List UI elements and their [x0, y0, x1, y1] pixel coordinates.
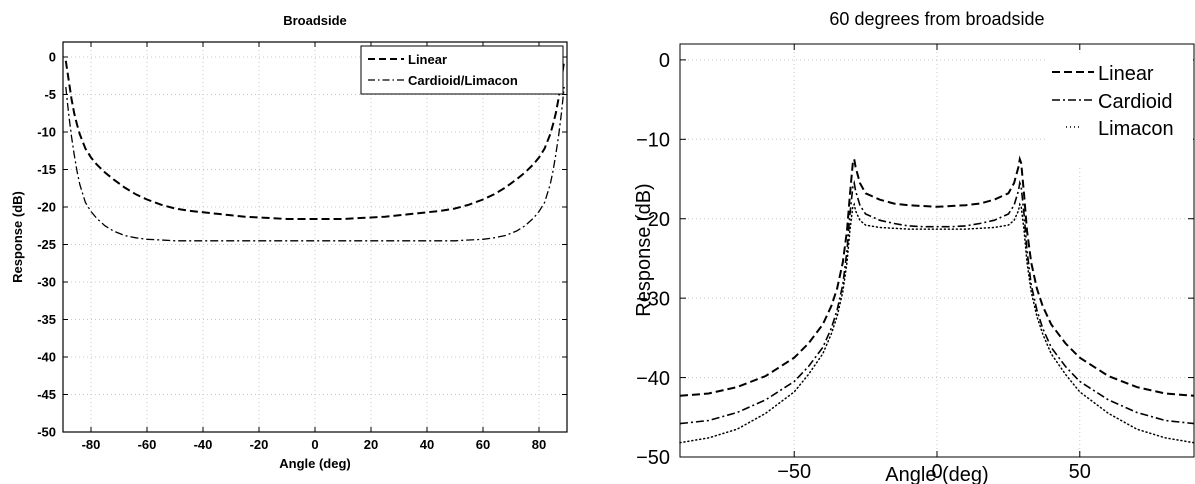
series-group-60-degrees — [679, 155, 1195, 444]
legend-box-broadside — [360, 45, 564, 95]
legend-label-limacon-60: Limacon — [1098, 118, 1174, 140]
x-tick-label: -40 — [194, 437, 213, 452]
x-tick-label: 50 — [1069, 461, 1091, 483]
x-axis-label-60-degrees: Angle (deg) — [885, 464, 988, 484]
y-tick-label: -25 — [37, 237, 56, 252]
legend-60-degrees: Linear Cardioid Limacon — [1047, 56, 1193, 168]
chart-title-60-degrees: 60 degrees from broadside — [829, 9, 1044, 29]
series-line-cardioid — [679, 179, 1195, 425]
y-tick-label: −50 — [636, 447, 670, 469]
chart-title-broadside: Broadside — [283, 13, 347, 28]
ticks-60-degrees: −50 0 50 0 −10 −20 −30 −40 −50 — [636, 44, 1194, 483]
y-axis-label-60-degrees: Response (dB) — [633, 183, 655, 316]
x-axis-label-broadside: Angle (deg) — [279, 456, 351, 471]
y-tick-label: -30 — [37, 275, 56, 290]
chart-60-degrees: −50 0 50 0 −10 −20 −30 −40 −50 Linear Cardioid L… — [633, 9, 1195, 484]
y-tick-label: -50 — [37, 425, 56, 440]
y-tick-label: −10 — [636, 130, 670, 152]
x-tick-label: -20 — [250, 437, 269, 452]
x-tick-label: 0 — [311, 437, 318, 452]
chart-broadside: -80 -60 -40 -20 0 20 40 60 80 0 -5 -10 -15 -20 -25 -30 -… — [10, 13, 568, 471]
series-line-linear — [679, 155, 1195, 397]
y-tick-label: 0 — [659, 50, 670, 72]
legend-broadside: Linear Cardioid/Limacon — [360, 45, 564, 95]
y-tick-label: 0 — [49, 50, 56, 65]
y-tick-label: -20 — [37, 200, 56, 215]
x-tick-label: 60 — [476, 437, 490, 452]
y-tick-label: -15 — [37, 162, 56, 177]
legend-label-cardioid-limacon: Cardioid/Limacon — [408, 73, 518, 88]
y-axis-label-broadside: Response (dB) — [10, 191, 25, 283]
legend-box-60-degrees — [1047, 56, 1193, 168]
series-group-broadside — [64, 60, 566, 242]
x-tick-label: -60 — [138, 437, 157, 452]
legend-label-cardioid-60: Cardioid — [1098, 91, 1172, 113]
y-tick-label: -45 — [37, 387, 56, 402]
x-tick-label: 20 — [364, 437, 378, 452]
legend-label-linear: Linear — [408, 52, 447, 67]
series-line-cardioid-limacon — [65, 86, 565, 242]
x-tick-label: 40 — [420, 437, 434, 452]
y-tick-label: -35 — [37, 312, 56, 327]
x-tick-label: 80 — [532, 437, 546, 452]
y-tick-label: −40 — [636, 368, 670, 390]
y-tick-label: −20 — [636, 209, 670, 231]
x-tick-label: −50 — [777, 461, 811, 483]
x-tick-label: 0 — [931, 461, 942, 483]
legend-label-linear-60: Linear — [1098, 63, 1154, 85]
y-tick-label: −30 — [636, 288, 670, 310]
y-tick-label: -10 — [37, 125, 56, 140]
plot-area-broadside — [63, 42, 567, 432]
x-tick-label: -80 — [82, 437, 101, 452]
ticks-broadside: -80 -60 -40 -20 0 20 40 60 80 0 -5 -10 -15 -20 -25 -30 -… — [37, 42, 567, 452]
series-line-limacon — [679, 202, 1195, 444]
y-tick-label: -40 — [37, 350, 56, 365]
series-line-linear — [64, 60, 566, 220]
y-tick-label: -5 — [44, 87, 56, 102]
